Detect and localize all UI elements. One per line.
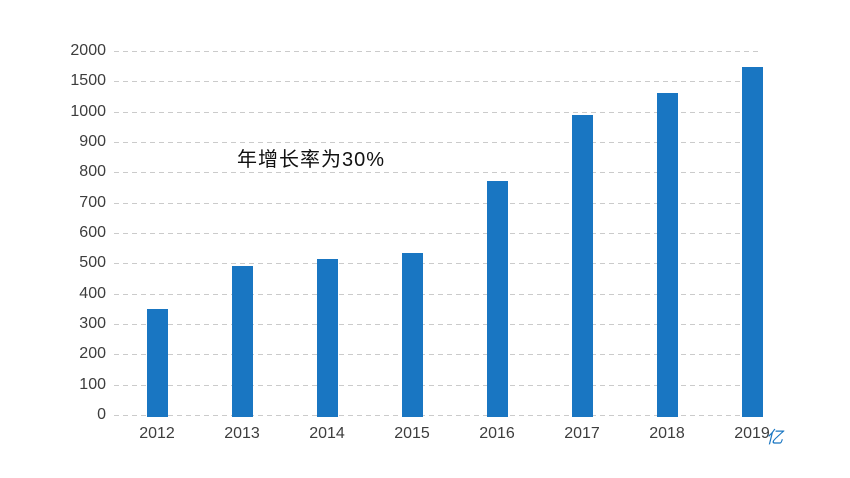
y-tick-label: 2000	[70, 42, 106, 59]
y-tick-label: 1500	[70, 72, 106, 90]
bar-2018	[656, 93, 678, 417]
bar-2016	[486, 181, 508, 417]
y-tick-label: 0	[97, 406, 106, 423]
y-tick-label: 300	[79, 315, 106, 332]
bar-2017	[571, 114, 593, 417]
x-tick-label: 2015	[394, 425, 430, 442]
y-tick-label: 600	[79, 224, 106, 241]
bar-2013	[231, 266, 253, 417]
bar-2019	[741, 66, 763, 417]
gridline	[114, 354, 762, 356]
x-tick-label: 2014	[309, 425, 345, 442]
gridline	[114, 202, 762, 204]
bar-2012	[146, 308, 168, 417]
bar-2014	[316, 258, 338, 417]
x-tick-label: 2017	[564, 425, 600, 442]
gridline	[114, 111, 762, 113]
bar-2015	[401, 252, 423, 417]
gridline	[114, 142, 762, 143]
gridline	[114, 51, 762, 52]
gridline	[114, 324, 762, 325]
y-tick-label: 1000	[70, 102, 106, 120]
gridline	[114, 293, 762, 295]
axis-unit-label: 亿	[766, 428, 783, 447]
gridline	[114, 384, 762, 386]
growth-rate-annotation: 年增长率为30%	[237, 149, 386, 171]
y-tick-label: 400	[79, 284, 106, 302]
y-tick-label: 800	[79, 163, 106, 181]
y-tick-label: 500	[79, 254, 106, 272]
gridline	[114, 415, 762, 416]
y-tick-label: 700	[79, 193, 106, 211]
gridline	[114, 233, 762, 234]
x-tick-label: 2019	[734, 425, 770, 442]
y-tick-label: 100	[79, 375, 106, 393]
x-tick-label: 2012	[139, 425, 175, 442]
x-tick-label: 2018	[649, 425, 685, 442]
x-tick-label: 2013	[224, 425, 260, 442]
gridline	[114, 81, 762, 83]
gridline	[114, 172, 762, 174]
y-tick-label: 900	[79, 133, 106, 150]
y-tick-label: 200	[79, 345, 106, 363]
x-tick-label: 2016	[479, 425, 515, 442]
gridline	[114, 263, 762, 265]
